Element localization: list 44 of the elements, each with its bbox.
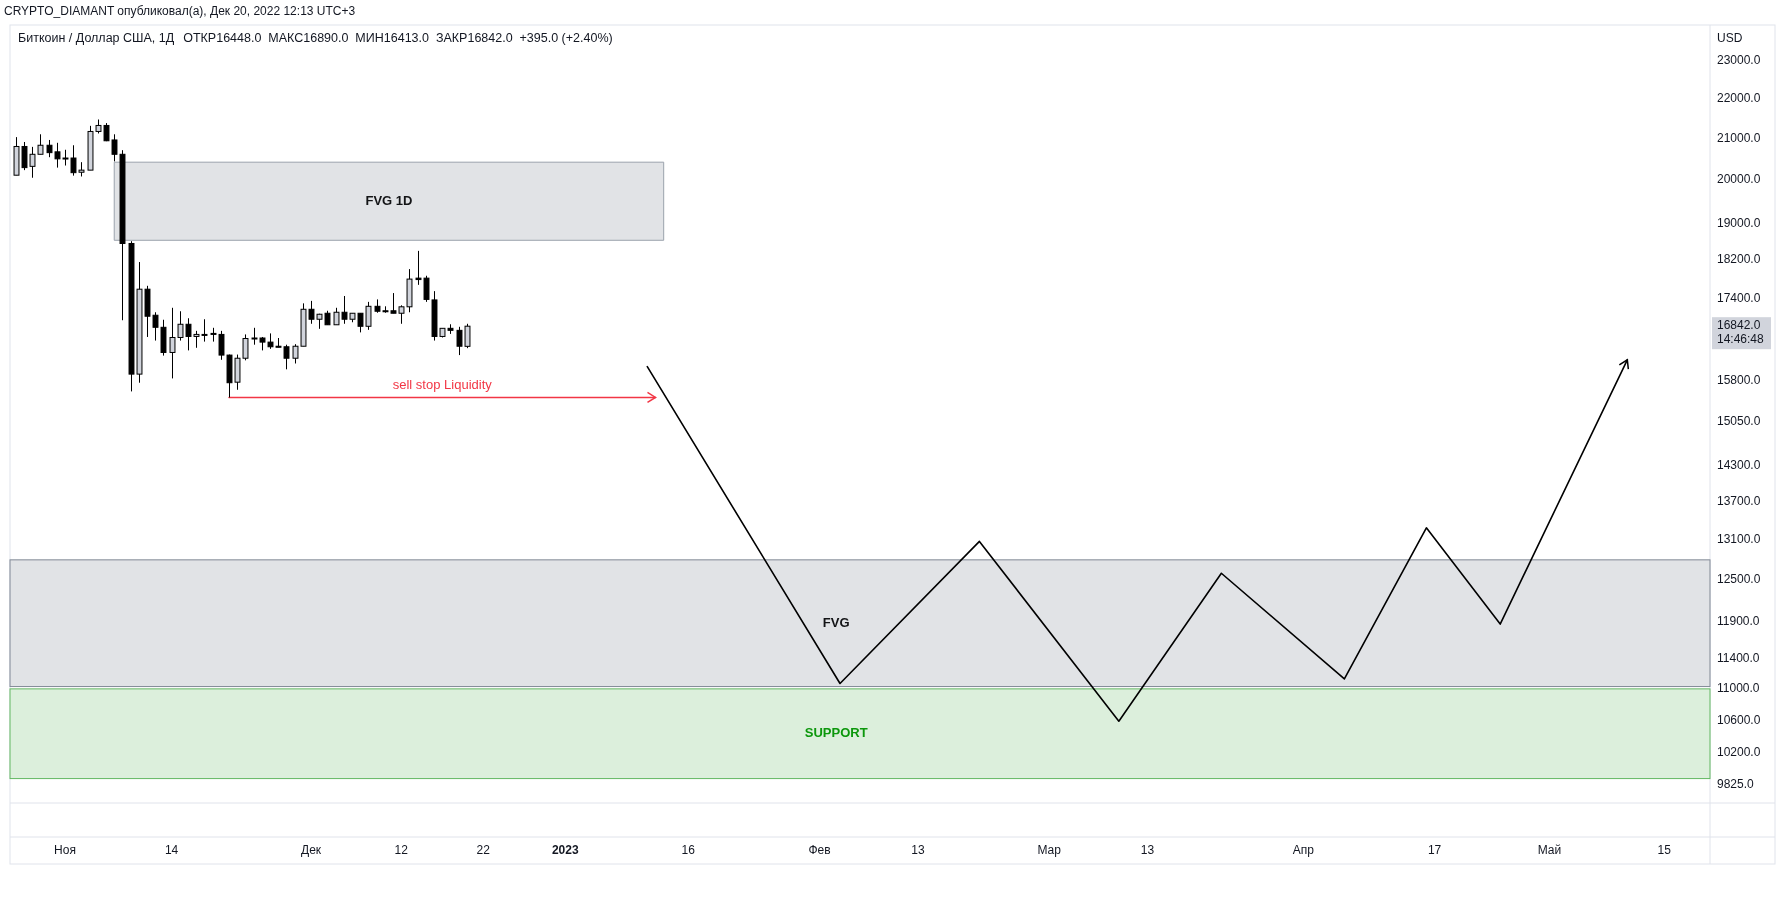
band-label: FVG [822, 614, 850, 630]
y-tick-label: 16842.0 [1717, 318, 1761, 333]
y-tick-label: 9825.0 [1717, 777, 1755, 792]
x-tick-label: 13 [1140, 843, 1155, 858]
x-tick-label: 15 [1657, 843, 1672, 858]
y-axis-title: USD [1717, 31, 1743, 45]
y-tick-label: 19000.0 [1717, 215, 1761, 230]
x-tick-label: Ноя [54, 843, 76, 858]
y-tick-label: 13700.0 [1717, 494, 1761, 509]
x-tick-label: Фев [808, 843, 831, 858]
text: CRYPTO_DIAMANT опубликовал(а), Дек 20, 2022 12:13 UTC+3 [4, 4, 356, 18]
x-tick-label: Апр [1292, 843, 1315, 858]
y-tick-label: 12500.0 [1717, 572, 1761, 587]
y-tick-label: 17400.0 [1717, 290, 1761, 305]
y-tick-label: 15050.0 [1717, 414, 1761, 429]
y-tick-label: 21000.0 [1717, 130, 1761, 145]
x-tick-label: Май [1537, 843, 1562, 858]
y-tick-label: 18200.0 [1717, 252, 1761, 267]
y-tick-label: 14300.0 [1717, 457, 1761, 472]
x-tick-label: 13 [911, 843, 925, 858]
text: Биткоин / Доллар США, 1Д [18, 31, 175, 45]
text: FVG 1D [365, 192, 413, 208]
y-tick-label: 10600.0 [1717, 712, 1761, 727]
band-label: SUPPORT [804, 725, 868, 741]
x-tick-label: 22 [476, 843, 491, 858]
y-tick-label: 11900.0 [1717, 614, 1760, 629]
y-tick-label: 11400.0 [1717, 650, 1760, 665]
x-tick-label: 14 [164, 843, 179, 858]
y-tick-label: 22000.0 [1717, 90, 1761, 105]
text: 14:46:48 [1717, 332, 1765, 347]
y-tick-label: 15800.0 [1717, 372, 1761, 387]
y-tick-label: 20000.0 [1717, 172, 1761, 187]
x-tick-label: 12 [394, 843, 409, 858]
x-tick-label: Мар [1037, 843, 1062, 858]
y-tick-label: 11000.0 [1717, 681, 1760, 696]
x-tick-label: 2023 [551, 843, 579, 858]
x-tick-label: 16 [681, 843, 696, 858]
series-label: sell stop Liquidity [392, 377, 493, 393]
x-tick-label: Дек [301, 843, 322, 858]
y-tick-label: 13100.0 [1717, 532, 1761, 547]
text: ОТКР16448.0 МАКС16890.0 МИН16413.0 ЗАКР16842.0 +395.0 (+2.40%) [183, 31, 613, 45]
y-tick-label: 23000.0 [1717, 53, 1761, 68]
y-tick-label: 10200.0 [1717, 745, 1761, 760]
x-tick-label: 17 [1427, 843, 1442, 858]
